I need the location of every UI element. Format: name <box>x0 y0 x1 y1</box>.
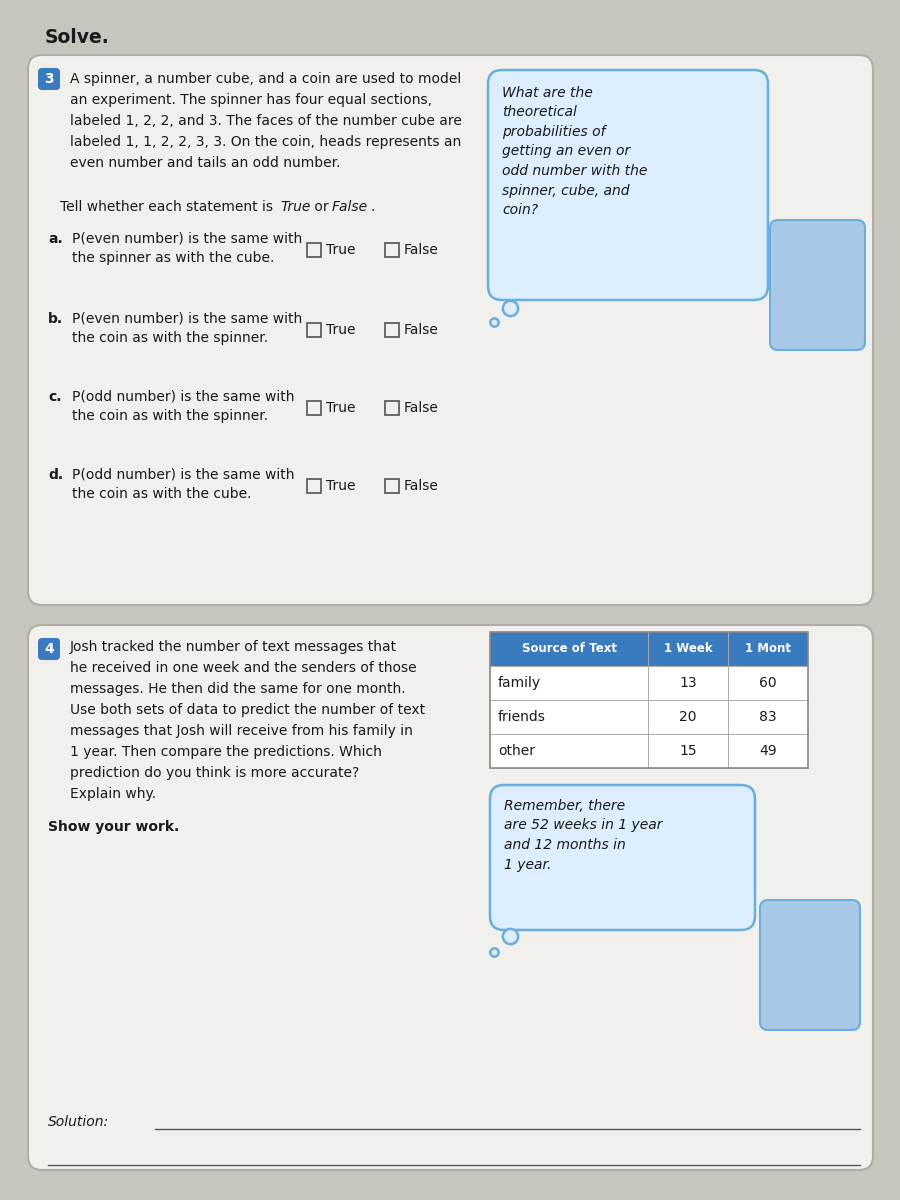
Text: the spinner as with the cube.: the spinner as with the cube. <box>72 251 274 265</box>
Text: Source of Text: Source of Text <box>521 642 616 655</box>
Text: True: True <box>326 479 356 493</box>
Text: A spinner, a number cube, and a coin are used to model: A spinner, a number cube, and a coin are… <box>70 72 461 86</box>
Text: P(even number) is the same with: P(even number) is the same with <box>72 312 302 326</box>
Text: a.: a. <box>48 232 63 246</box>
Text: False: False <box>332 200 368 214</box>
FancyBboxPatch shape <box>38 68 60 90</box>
FancyBboxPatch shape <box>490 785 755 930</box>
FancyBboxPatch shape <box>770 220 865 350</box>
Text: P(odd number) is the same with: P(odd number) is the same with <box>72 390 294 404</box>
Text: True: True <box>280 200 310 214</box>
Text: Solve.: Solve. <box>45 28 110 47</box>
Bar <box>307 242 321 257</box>
Bar <box>385 479 399 493</box>
Bar <box>490 632 808 666</box>
Bar <box>307 323 321 337</box>
Text: messages that Josh will receive from his family in: messages that Josh will receive from his… <box>70 724 413 738</box>
Text: False: False <box>404 479 439 493</box>
Text: he received in one week and the senders of those: he received in one week and the senders … <box>70 661 417 674</box>
FancyBboxPatch shape <box>28 625 873 1170</box>
Bar <box>490 734 808 768</box>
Text: labeled 1, 1, 2, 2, 3, 3. On the coin, heads represents an: labeled 1, 1, 2, 2, 3, 3. On the coin, h… <box>70 134 461 149</box>
Text: family: family <box>498 676 541 690</box>
Text: Explain why.: Explain why. <box>70 787 156 802</box>
Text: an experiment. The spinner has four equal sections,: an experiment. The spinner has four equa… <box>70 92 432 107</box>
Text: Remember, there
are 52 weeks in 1 year
and 12 months in
1 year.: Remember, there are 52 weeks in 1 year a… <box>504 799 662 871</box>
Text: 1 Mont: 1 Mont <box>745 642 791 655</box>
FancyBboxPatch shape <box>28 55 873 605</box>
Text: prediction do you think is more accurate?: prediction do you think is more accurate… <box>70 766 359 780</box>
Text: d.: d. <box>48 468 63 482</box>
Bar <box>385 323 399 337</box>
Bar <box>385 242 399 257</box>
Text: 1 year. Then compare the predictions. Which: 1 year. Then compare the predictions. Wh… <box>70 745 382 758</box>
Text: True: True <box>326 401 356 415</box>
Text: 60: 60 <box>760 676 777 690</box>
Text: P(even number) is the same with: P(even number) is the same with <box>72 232 302 246</box>
Text: the coin as with the spinner.: the coin as with the spinner. <box>72 409 268 422</box>
Text: b.: b. <box>48 312 63 326</box>
Text: or: or <box>310 200 333 214</box>
Text: 83: 83 <box>760 710 777 724</box>
FancyBboxPatch shape <box>760 900 860 1030</box>
Bar <box>490 666 808 700</box>
Text: False: False <box>404 242 439 257</box>
Text: Use both sets of data to predict the number of text: Use both sets of data to predict the num… <box>70 703 425 716</box>
Text: False: False <box>404 323 439 337</box>
Text: True: True <box>326 323 356 337</box>
Text: 3: 3 <box>44 72 54 86</box>
Bar <box>490 700 808 734</box>
FancyBboxPatch shape <box>488 70 768 300</box>
Bar <box>307 479 321 493</box>
Text: the coin as with the cube.: the coin as with the cube. <box>72 487 251 502</box>
Text: Tell whether each statement is: Tell whether each statement is <box>60 200 277 214</box>
Text: friends: friends <box>498 710 546 724</box>
Bar <box>307 401 321 415</box>
Text: 15: 15 <box>680 744 697 758</box>
Bar <box>490 632 808 768</box>
FancyBboxPatch shape <box>38 638 60 660</box>
Text: Josh tracked the number of text messages that: Josh tracked the number of text messages… <box>70 640 397 654</box>
Text: 13: 13 <box>680 676 697 690</box>
Text: What are the
theoretical
probabilities of
getting an even or
odd number with the: What are the theoretical probabilities o… <box>502 86 647 217</box>
Text: c.: c. <box>48 390 61 404</box>
Text: Solution:: Solution: <box>48 1115 109 1129</box>
Text: 4: 4 <box>44 642 54 656</box>
Text: messages. He then did the same for one month.: messages. He then did the same for one m… <box>70 682 406 696</box>
Text: .: . <box>370 200 374 214</box>
Text: True: True <box>326 242 356 257</box>
Text: 20: 20 <box>680 710 697 724</box>
Text: the coin as with the spinner.: the coin as with the spinner. <box>72 331 268 346</box>
Bar <box>385 401 399 415</box>
Text: other: other <box>498 744 535 758</box>
Text: 49: 49 <box>760 744 777 758</box>
Text: even number and tails an odd number.: even number and tails an odd number. <box>70 156 340 170</box>
Text: Show your work.: Show your work. <box>48 820 179 834</box>
Text: labeled 1, 2, 2, and 3. The faces of the number cube are: labeled 1, 2, 2, and 3. The faces of the… <box>70 114 462 128</box>
Text: False: False <box>404 401 439 415</box>
Text: 1 Week: 1 Week <box>663 642 712 655</box>
Text: P(odd number) is the same with: P(odd number) is the same with <box>72 468 294 482</box>
